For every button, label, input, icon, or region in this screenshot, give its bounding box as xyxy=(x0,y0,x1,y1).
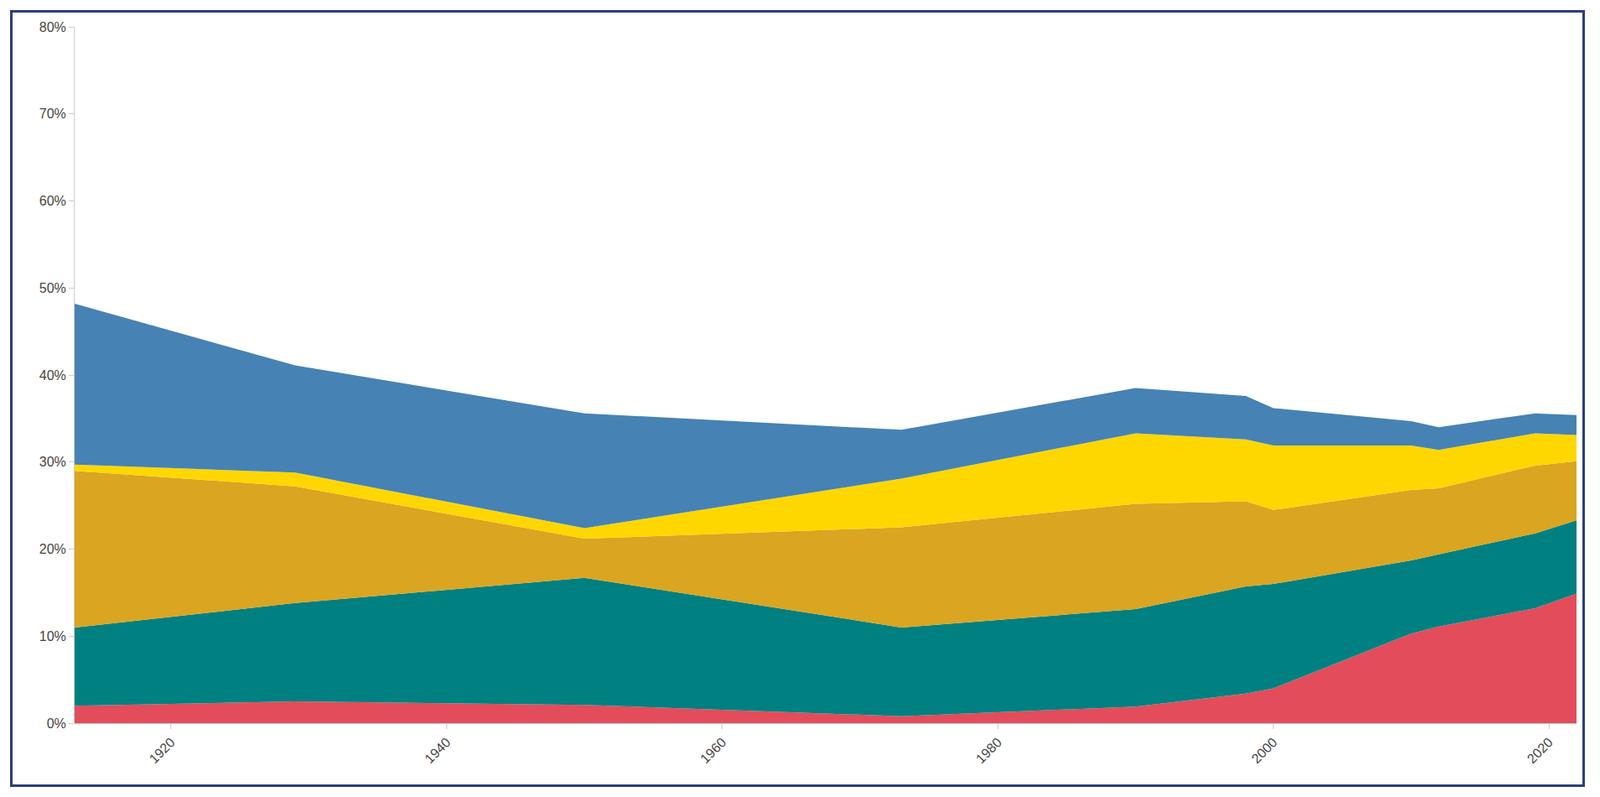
svg-text:2000: 2000 xyxy=(1248,734,1280,767)
svg-text:40%: 40% xyxy=(39,368,67,383)
svg-text:0%: 0% xyxy=(46,716,67,731)
svg-text:80%: 80% xyxy=(39,20,67,35)
svg-text:10%: 10% xyxy=(39,629,67,644)
svg-text:70%: 70% xyxy=(39,106,67,121)
svg-text:50%: 50% xyxy=(39,281,67,296)
svg-text:1960: 1960 xyxy=(697,734,729,767)
svg-text:2020: 2020 xyxy=(1524,734,1556,767)
svg-text:1980: 1980 xyxy=(973,734,1005,767)
svg-text:20%: 20% xyxy=(39,542,67,557)
svg-text:30%: 30% xyxy=(39,454,67,470)
svg-text:60%: 60% xyxy=(39,193,67,209)
svg-text:1940: 1940 xyxy=(422,734,454,767)
svg-text:1920: 1920 xyxy=(146,734,178,767)
